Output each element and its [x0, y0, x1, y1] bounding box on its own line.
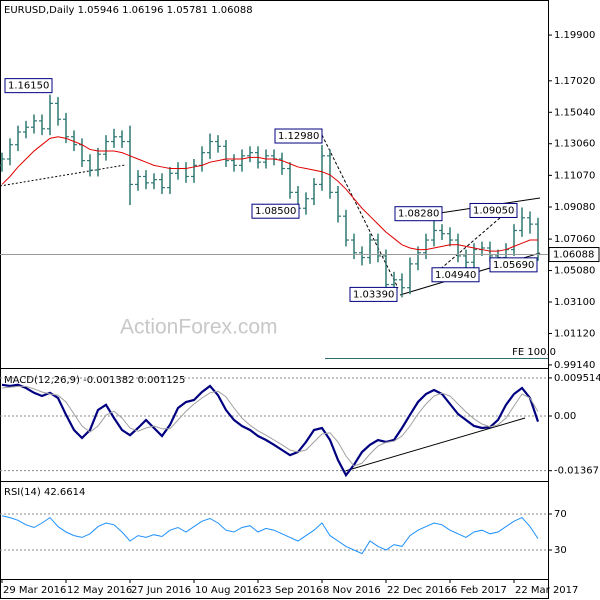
price-annotation: 1.08500	[255, 206, 296, 217]
x-tick-label: 22 Mar 2017	[515, 585, 578, 596]
price-annotation: 1.08280	[398, 209, 439, 220]
y-tick-label: 0.009514	[554, 373, 600, 384]
x-tick-label: 29 Mar 2016	[3, 585, 66, 596]
price-title: EURUSD,Daily 1.05946 1.06196 1.05781 1.0…	[4, 5, 253, 16]
series-line	[1, 515, 539, 555]
price-annotation: 1.16150	[8, 81, 49, 92]
price-annotation: 1.03390	[353, 289, 394, 300]
rsi-title: RSI(14) 42.6614	[4, 487, 85, 498]
watermark: ActionForex.com	[120, 316, 278, 339]
y-tick-label: 1.17020	[554, 76, 595, 87]
last-price-box	[548, 247, 600, 263]
price-annotation-box	[349, 286, 398, 302]
trend-line	[344, 417, 526, 472]
price-annotation: 1.12980	[278, 131, 319, 142]
y-tick-label: 1.19900	[554, 30, 595, 41]
y-tick-label: 1.09080	[554, 202, 595, 213]
price-annotation: 1.09050	[473, 205, 514, 216]
y-tick-label: 1.03100	[554, 297, 595, 308]
series-line	[1, 385, 539, 467]
y-tick-label: 1.11070	[554, 170, 595, 181]
macd-title: MACD(12,26,9) -0.001382 0.001125	[4, 375, 185, 386]
price-annotation-box	[431, 267, 480, 283]
x-tick-label: 23 Sep 2016	[259, 585, 322, 596]
price-annotation: 1.05690	[493, 260, 534, 271]
y-tick-label: 1.05080	[554, 266, 595, 277]
price-annotation-box	[489, 257, 538, 273]
price-annotation-box	[394, 206, 443, 222]
x-tick-label: 10 Aug 2016	[195, 585, 259, 596]
price-annotation-box	[274, 128, 323, 144]
x-tick-label: 27 Jun 2016	[131, 585, 191, 596]
y-tick-label: 1.07060	[554, 234, 595, 245]
y-tick-label: 70	[554, 509, 567, 520]
x-tick-label: 6 Feb 2017	[451, 585, 507, 596]
price-annotation-box	[4, 78, 53, 94]
y-tick-label: 1.01120	[554, 328, 595, 339]
fe-label: FE 100.0	[512, 347, 556, 358]
series-line	[1, 383, 540, 478]
y-tick-label: 1.15040	[554, 107, 595, 118]
price-annotation-box	[469, 202, 518, 218]
trend-line	[0, 164, 126, 187]
y-tick-label: 1.13060	[554, 139, 595, 150]
last-price-label: 1.06088	[553, 250, 594, 261]
x-tick-label: 12 May 2016	[67, 585, 132, 596]
frame	[0, 0, 549, 599]
x-tick-label: 8 Nov 2016	[323, 585, 381, 596]
y-tick-label: 30	[554, 545, 567, 556]
moving-average	[1, 136, 538, 252]
price-annotation-box	[251, 203, 300, 219]
y-tick-label: -0.013671	[554, 466, 600, 477]
price-annotation: 1.04940	[435, 270, 476, 281]
x-tick-label: 22 Dec 2016	[387, 585, 451, 596]
y-tick-label: 0.00	[554, 411, 576, 422]
y-tick-label: 0.99140	[554, 360, 595, 371]
